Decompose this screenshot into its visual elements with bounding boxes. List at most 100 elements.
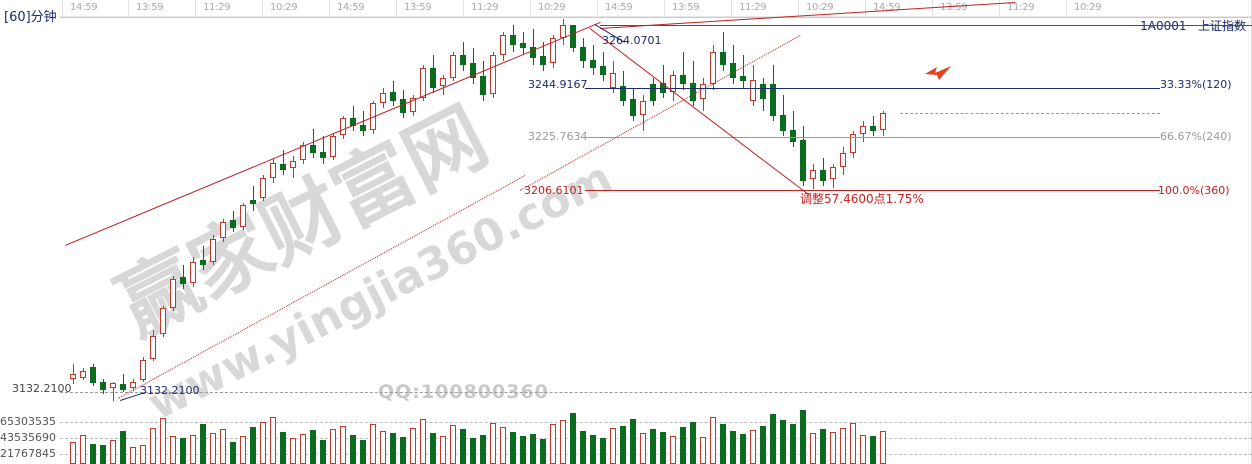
volume-bar[interactable] [540, 439, 546, 464]
candle-wick [663, 64, 664, 98]
volume-bar[interactable] [270, 417, 276, 464]
volume-bar[interactable] [100, 445, 106, 464]
candle-body [520, 43, 526, 49]
volume-bar[interactable] [360, 440, 366, 464]
volume-bar[interactable] [420, 419, 426, 464]
volume-bar[interactable] [840, 428, 846, 464]
volume-bar[interactable] [720, 424, 726, 464]
volume-bar[interactable] [430, 433, 436, 464]
volume-bar[interactable] [170, 436, 176, 464]
volume-bar[interactable] [750, 430, 756, 464]
volume-bar[interactable] [400, 437, 406, 464]
volume-bar[interactable] [730, 431, 736, 464]
volume-bar[interactable] [180, 438, 186, 464]
volume-bar[interactable] [490, 423, 496, 464]
candle-body [880, 113, 886, 130]
volume-bar[interactable] [240, 436, 246, 464]
time-axis-rule [60, 17, 1252, 18]
trendline-descending-fan-1 [589, 28, 810, 196]
right-border-inner [1248, 0, 1249, 464]
volume-bar[interactable] [820, 429, 826, 464]
volume-bar[interactable] [410, 428, 416, 464]
volume-bar[interactable] [450, 425, 456, 464]
volume-bar[interactable] [580, 431, 586, 464]
volume-bar[interactable] [290, 438, 296, 464]
volume-bar[interactable] [690, 422, 696, 464]
volume-bar[interactable] [870, 436, 876, 464]
volume-bar[interactable] [550, 424, 556, 464]
volume-bar[interactable] [760, 426, 766, 464]
volume-bar[interactable] [530, 434, 536, 464]
volume-bar[interactable] [250, 427, 256, 464]
volume-bar[interactable] [520, 436, 526, 464]
volume-bar[interactable] [370, 424, 376, 464]
volume-bar[interactable] [830, 432, 836, 464]
volume-bar[interactable] [800, 410, 806, 464]
volume-bar[interactable] [260, 422, 266, 464]
volume-bar[interactable] [790, 424, 796, 464]
price-label-red: 3206.6101 [524, 184, 584, 197]
volume-bar[interactable] [220, 429, 226, 464]
volume-bar[interactable] [570, 413, 576, 464]
volume-bar[interactable] [710, 417, 716, 464]
volume-bar[interactable] [320, 440, 326, 464]
price-chart-pane[interactable] [60, 18, 1252, 401]
candle-body [770, 84, 776, 116]
volume-bar[interactable] [120, 431, 126, 464]
candle-body [170, 278, 176, 309]
volume-bar[interactable] [810, 433, 816, 464]
volume-bar[interactable] [680, 427, 686, 464]
volume-bar[interactable] [470, 438, 476, 464]
volume-bar[interactable] [70, 442, 76, 464]
volume-bar[interactable] [560, 420, 566, 464]
volume-bar[interactable] [740, 434, 746, 464]
volume-bar[interactable] [850, 423, 856, 464]
volume-bar[interactable] [590, 435, 596, 464]
candle-body [760, 84, 766, 100]
volume-bar[interactable] [300, 434, 306, 464]
volume-bar[interactable] [200, 424, 206, 464]
volume-bar[interactable] [90, 444, 96, 464]
volume-bar[interactable] [130, 447, 136, 464]
volume-bar[interactable] [880, 431, 886, 464]
candle-wick [593, 44, 594, 75]
volume-bar[interactable] [620, 426, 626, 464]
volume-bar[interactable] [510, 432, 516, 464]
volume-bar[interactable] [640, 433, 646, 464]
volume-bar[interactable] [140, 445, 146, 464]
volume-bar[interactable] [280, 432, 286, 464]
volume-bar[interactable] [480, 435, 486, 464]
volume-bar[interactable] [650, 429, 656, 464]
volume-bar[interactable] [340, 426, 346, 464]
volume-bar[interactable] [630, 419, 636, 464]
volume-bar[interactable] [160, 418, 166, 464]
volume-bar[interactable] [610, 428, 616, 464]
volume-bar[interactable] [780, 420, 786, 464]
candle-body [410, 98, 416, 113]
volume-bar[interactable] [500, 427, 506, 464]
volume-bar[interactable] [350, 435, 356, 464]
volume-bar[interactable] [700, 437, 706, 464]
volume-bar[interactable] [380, 431, 386, 464]
candle-body [780, 114, 786, 132]
candle-body [440, 77, 446, 87]
candle-body [130, 381, 136, 389]
volume-bar[interactable] [310, 430, 316, 464]
volume-bar[interactable] [600, 438, 606, 464]
volume-bar[interactable] [230, 442, 236, 464]
volume-bar[interactable] [190, 435, 196, 464]
volume-bar[interactable] [860, 435, 866, 464]
volume-bar[interactable] [670, 436, 676, 464]
volume-chart-pane[interactable] [60, 400, 1252, 464]
volume-bar[interactable] [210, 433, 216, 464]
volume-bar[interactable] [770, 414, 776, 464]
volume-bar[interactable] [80, 435, 86, 464]
volume-bar[interactable] [660, 432, 666, 464]
volume-bar[interactable] [150, 428, 156, 464]
volume-bar[interactable] [390, 433, 396, 464]
time-tick [396, 0, 397, 17]
volume-bar[interactable] [440, 436, 446, 464]
volume-bar[interactable] [460, 429, 466, 464]
volume-bar[interactable] [330, 429, 336, 464]
volume-bar[interactable] [110, 440, 116, 464]
